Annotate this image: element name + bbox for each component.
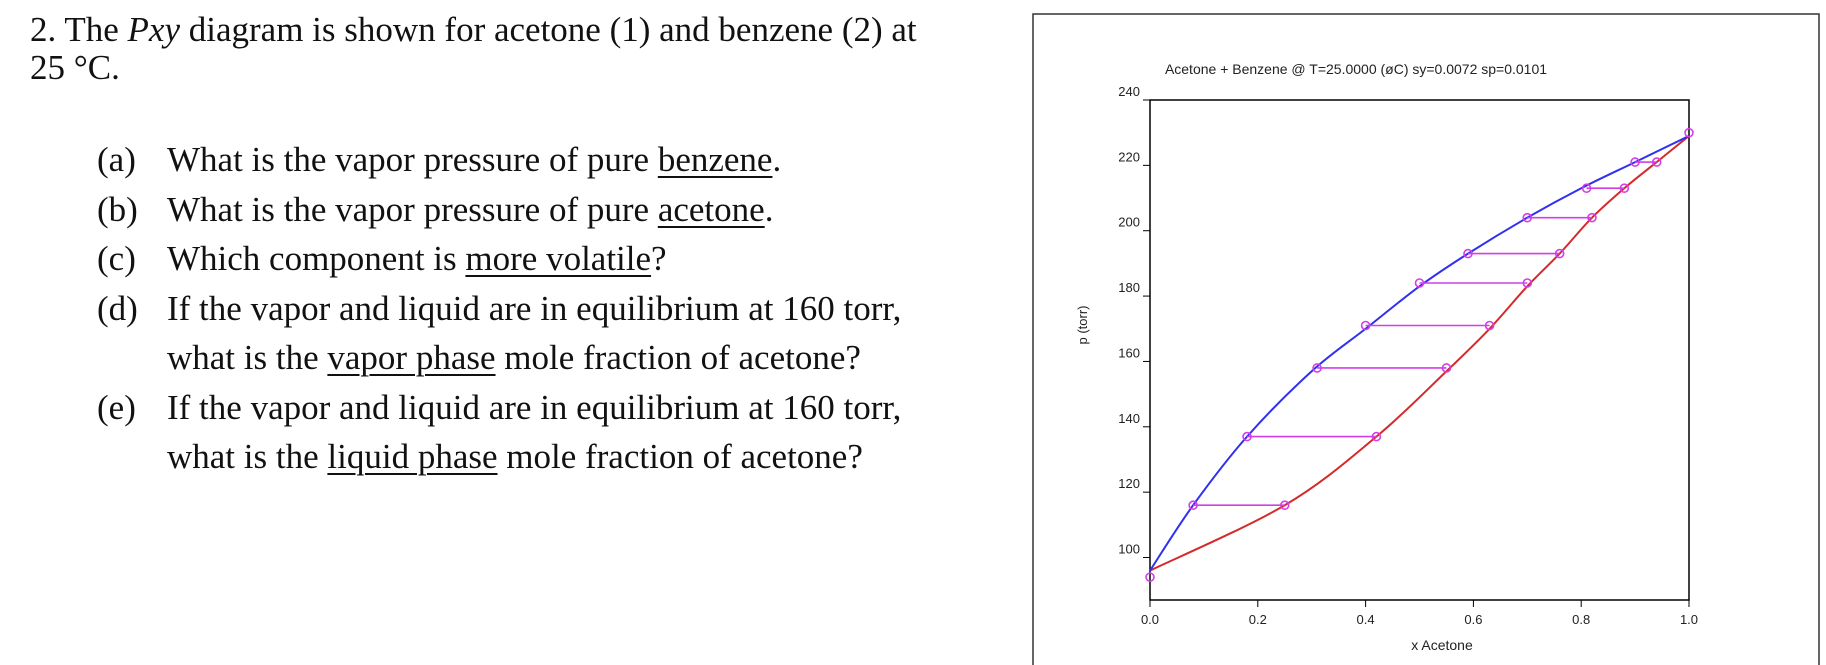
liquid-point xyxy=(1522,278,1533,288)
vapor-point xyxy=(1630,157,1640,167)
text-run: what is the xyxy=(167,338,328,377)
vapor-point xyxy=(1581,183,1592,194)
vapor-point xyxy=(1360,320,1371,331)
text-run: . xyxy=(764,189,774,229)
underlined-term: more volatile xyxy=(465,239,652,278)
liquid-point xyxy=(1651,157,1662,167)
text-run: diagram is shown for acetone (1) and ben… xyxy=(180,10,917,49)
chart-frame xyxy=(1032,13,1820,665)
text-run: mole fraction of acetone? xyxy=(495,338,861,377)
item-line: If the vapor and liquid are in equilibri… xyxy=(167,388,901,428)
item-line: What is the vapor pressure of pure aceto… xyxy=(167,190,773,230)
underlined-term: acetone xyxy=(657,189,765,229)
y-tick-label: 120 xyxy=(1118,476,1140,491)
item-line: Which component is more volatile? xyxy=(167,239,667,279)
y-tick-label: 160 xyxy=(1118,345,1140,360)
text-run: ? xyxy=(651,239,667,278)
item-label: (c) xyxy=(97,239,136,278)
item-line: what is the liquid phase mole fraction o… xyxy=(167,437,863,477)
y-tick-label: 220 xyxy=(1118,149,1140,164)
question-text: 2. The Pxy diagram is shown for acetone … xyxy=(30,10,917,477)
vapor-point xyxy=(1463,248,1473,259)
text-run: Which component is xyxy=(167,239,466,278)
pure-point xyxy=(1684,127,1694,138)
item-line: What is the vapor pressure of pure benze… xyxy=(167,140,781,180)
underlined-term: benzene xyxy=(657,140,773,179)
x-tick-label: 0.4 xyxy=(1357,612,1375,627)
plot-frame xyxy=(1149,99,1690,601)
text-run: If the vapor and liquid are in equilibri… xyxy=(167,288,902,328)
x-axis-label: x Acetone xyxy=(1411,637,1473,653)
intro-line: 25 °C. xyxy=(30,48,120,88)
item-label: (a) xyxy=(97,140,136,179)
liquid-point xyxy=(1619,183,1630,194)
x-tick-label: 0.0 xyxy=(1141,612,1159,627)
y-tick-label: 240 xyxy=(1118,84,1140,99)
item-label: (b) xyxy=(97,189,138,229)
text-run: 25 °C. xyxy=(30,48,120,87)
text-run: 2. The xyxy=(30,10,128,49)
x-tick-label: 0.6 xyxy=(1464,612,1482,627)
underlined-term: liquid phase xyxy=(327,437,498,476)
underlined-term: vapor phase xyxy=(327,338,496,377)
pure-point xyxy=(1145,572,1155,582)
intro-line: 2. The Pxy diagram is shown for acetone … xyxy=(30,10,917,50)
liquid-point xyxy=(1587,212,1597,223)
y-tick-label: 180 xyxy=(1118,280,1140,295)
vapor-point xyxy=(1414,278,1425,288)
text-run: What is the vapor pressure of pure xyxy=(167,140,658,179)
text-run: mole fraction of acetone? xyxy=(497,437,863,476)
y-tick-label: 140 xyxy=(1118,411,1140,426)
x-tick-label: 0.2 xyxy=(1249,612,1267,627)
vapor-point xyxy=(1522,212,1533,223)
x-tick-label: 0.8 xyxy=(1572,612,1590,627)
text-run: What is the vapor pressure of pure xyxy=(167,189,658,229)
y-tick-label: 200 xyxy=(1118,215,1140,230)
liquid-point xyxy=(1441,363,1452,373)
y-axis-label: p (torr) xyxy=(1075,306,1090,345)
x-tick-label: 1.0 xyxy=(1680,612,1698,627)
liquid-point xyxy=(1554,248,1565,259)
text-run: . xyxy=(772,140,782,179)
item-label: (e) xyxy=(97,387,136,427)
liquid-point xyxy=(1484,320,1495,331)
vapor-point xyxy=(1242,431,1252,442)
y-tick-label: 100 xyxy=(1118,542,1140,557)
item-line: If the vapor and liquid are in equilibri… xyxy=(167,289,901,329)
chart-title: Acetone + Benzene @ T=25.0000 (øC) sy=0.… xyxy=(1165,61,1547,77)
liquid-point xyxy=(1279,500,1290,511)
item-label: (d) xyxy=(97,288,138,328)
text-run: what is the xyxy=(167,437,328,476)
liquid-point xyxy=(1371,431,1382,442)
text-run: If the vapor and liquid are in equilibri… xyxy=(167,387,902,427)
item-line: what is the vapor phase mole fraction of… xyxy=(167,338,861,378)
italic-term: Pxy xyxy=(127,10,180,49)
vapor-point xyxy=(1312,363,1322,373)
vapor-point xyxy=(1188,500,1198,511)
